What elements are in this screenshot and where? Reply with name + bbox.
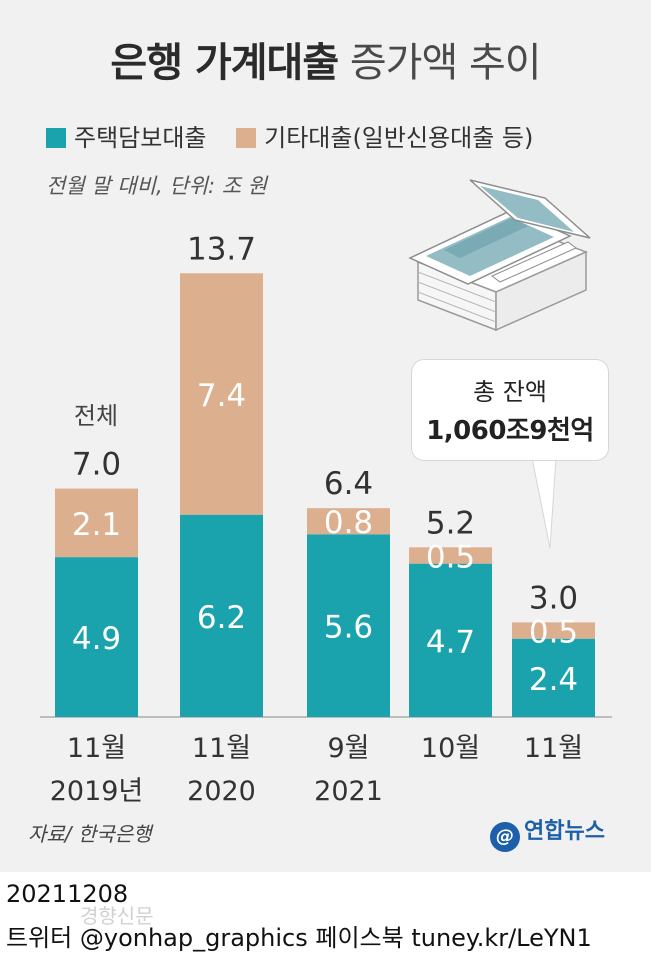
- social-credit: 트위터 @yonhap_graphics 페이스북 tuney.kr/LeYN1: [6, 924, 592, 952]
- legend: 주택담보대출 기타대출(일반신용대출 등): [46, 118, 555, 153]
- value-label-mortgage: 6.2: [197, 600, 246, 636]
- legend-swatch-other: [236, 128, 257, 148]
- money-stack-icon: [408, 179, 591, 332]
- value-label-other: 0.8: [324, 505, 373, 541]
- bar-other: [409, 547, 492, 564]
- bars: [55, 273, 595, 717]
- brand-name: 연합뉴스: [524, 819, 605, 844]
- value-label-other: 0.5: [529, 615, 578, 651]
- value-labels: 4.92.17.06.27.413.75.60.86.44.70.55.22.4…: [72, 231, 578, 698]
- value-label-total: 7.0: [72, 447, 121, 483]
- title-light: 증가액 추이: [349, 40, 542, 86]
- total-balance-callout: 총 잔액 1,060조9천억: [412, 360, 608, 460]
- value-label-mortgage: 2.4: [529, 662, 578, 698]
- value-label-mortgage: 4.9: [72, 621, 121, 657]
- bar-other: [307, 508, 390, 535]
- bar-mortgage: [55, 557, 138, 717]
- bar-mortgage: [307, 534, 390, 717]
- bar-chart: 4.92.17.06.27.413.75.60.86.44.70.55.22.4…: [40, 179, 612, 807]
- legend-label-other: 기타대출(일반신용대출 등): [264, 124, 534, 152]
- publish-date: 20211208: [6, 880, 129, 908]
- value-label-other: 2.1: [72, 507, 121, 543]
- value-label-total: 5.2: [426, 505, 475, 541]
- bar-other: [180, 273, 263, 515]
- value-label-total: 6.4: [324, 466, 373, 502]
- x-tick-label: 11월: [192, 733, 251, 764]
- x-tick-label-year: 2021: [314, 776, 383, 807]
- bar-other: [55, 488, 138, 558]
- x-tick-labels: 11월 2019년 11월 2020 9월 2021 10월 11월: [50, 733, 583, 807]
- legend-item-mortgage: 주택담보대출: [46, 124, 214, 152]
- value-label-total: 13.7: [187, 231, 256, 267]
- x-tick-label: 11월: [524, 733, 583, 764]
- bar-mortgage: [512, 638, 595, 717]
- chart-title: 은행 가계대출 증가액 추이: [0, 30, 651, 88]
- legend-swatch-mortgage: [46, 128, 66, 148]
- source-note: 자료/ 한국은행: [28, 822, 152, 846]
- x-tick-label: 9월: [327, 733, 369, 764]
- value-label-total: 3.0: [529, 580, 578, 616]
- total-annotation: 전체: [74, 402, 118, 430]
- yonhap-logo-icon: @: [490, 822, 520, 852]
- x-tick-label-year: 2020: [187, 776, 256, 807]
- legend-label-mortgage: 주택담보대출: [74, 124, 207, 152]
- bar-mortgage: [409, 563, 492, 717]
- callout-pointer: [531, 457, 557, 549]
- x-tick-label: 10월: [421, 733, 480, 764]
- x-tick-label: 11월: [67, 733, 126, 764]
- bar-mortgage: [180, 514, 263, 717]
- unit-note: 전월 말 대비, 단위: 조 원: [46, 174, 268, 198]
- value-label-other: 7.4: [197, 378, 246, 414]
- callout-line2: 1,060조9천억: [426, 416, 594, 446]
- value-label-mortgage: 5.6: [324, 610, 373, 646]
- brand-logo: @ 연합뉴스: [490, 813, 605, 852]
- watermark: 경향신문: [80, 904, 154, 928]
- legend-item-other: 기타대출(일반신용대출 등): [236, 124, 533, 152]
- callout-line1: 총 잔액: [473, 378, 547, 406]
- value-label-other: 0.5: [426, 539, 475, 575]
- bar-other: [512, 622, 595, 639]
- value-label-mortgage: 4.7: [426, 624, 475, 660]
- x-tick-label-year: 2019년: [50, 776, 144, 807]
- title-bold: 은행 가계대출: [110, 40, 339, 86]
